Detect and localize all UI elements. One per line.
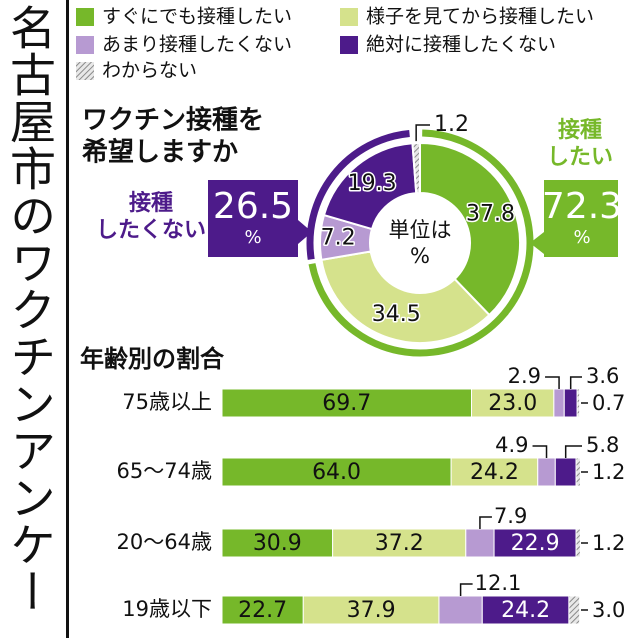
legend-swatch — [76, 36, 94, 54]
bar-leader-line — [479, 516, 492, 529]
legend-label: すぐにでも接種したい — [102, 6, 292, 28]
bar-category-label: 20〜64歳 — [117, 530, 212, 554]
group-unit-refuse: % — [244, 227, 261, 248]
bar-value-label: 3.0 — [592, 598, 625, 622]
legend-swatch — [76, 62, 94, 80]
bar-leader-line — [532, 445, 548, 458]
bar-segment — [332, 528, 467, 558]
bar-value-label: 4.9 — [495, 433, 528, 457]
bar-segment — [450, 457, 539, 487]
group-label-refuse-2: したくない — [96, 218, 206, 243]
legend-label: 絶対に接種したくない — [366, 34, 556, 56]
bar-segment — [563, 388, 578, 418]
pie-value-label: 37.8 — [466, 202, 515, 227]
bar-segment — [465, 528, 495, 558]
pie-slice — [419, 141, 521, 317]
pie-value-label: 7.2 — [321, 225, 356, 250]
group-value-want: 72.3 — [542, 186, 622, 227]
bar-leader-line — [564, 445, 582, 458]
pie-value-label: 34.5 — [372, 302, 421, 327]
bar-segment — [553, 388, 565, 418]
bar-value-label: 37.9 — [347, 598, 396, 623]
bar-segment — [554, 457, 577, 487]
group-value-refuse: 26.5 — [213, 186, 293, 227]
bar-segment — [221, 388, 473, 418]
group-unit-want: % — [573, 227, 590, 248]
legend-label: あまり接種したくない — [102, 34, 292, 56]
pie-value-label: 19.3 — [348, 171, 397, 196]
bar-value-label: 69.7 — [322, 391, 371, 416]
pie-title-line1: ワクチン接種を — [82, 106, 264, 136]
group-box-refuse — [208, 180, 312, 257]
bar-value-label: 30.9 — [253, 531, 302, 556]
title-divider — [66, 0, 69, 638]
bar-segment — [221, 595, 304, 625]
bar-leader-line — [545, 376, 560, 389]
bar-value-label: 22.7 — [238, 598, 287, 623]
legend-label: 様子を見てから接種したい — [366, 6, 594, 28]
bar-category-label: 65〜74歳 — [117, 459, 212, 483]
group-box-want — [530, 180, 618, 257]
bar-value-label: 1.2 — [592, 531, 625, 555]
bar-value-label: 3.6 — [586, 364, 619, 388]
bar-value-label: 0.7 — [592, 391, 625, 415]
bar-leader-line — [459, 583, 473, 596]
donut-chart: ワクチン接種を希望しますか37.834.57.219.31.2単位は%接種したい… — [82, 106, 622, 357]
group-arc-refuse — [306, 130, 410, 260]
bar-chart-title: 年齢別の割合 — [80, 345, 225, 373]
legend-swatch — [76, 8, 94, 26]
bar-segment — [575, 528, 581, 558]
legend-swatch — [340, 8, 358, 26]
bar-segment — [568, 595, 581, 625]
bar-value-label: 24.2 — [501, 598, 550, 623]
bar-category-label: 19歳以下 — [122, 597, 212, 621]
bar-segment — [302, 595, 440, 625]
pie-center-unit: % — [410, 244, 430, 268]
pie-title-line2: 希望しますか — [82, 137, 238, 168]
group-label-want-1: 接種 — [558, 118, 602, 143]
bar-category-label: 75歳以上 — [122, 390, 212, 414]
bar-segment — [537, 457, 556, 487]
group-label-refuse-1: 接種 — [129, 191, 173, 216]
bar-value-label: 1.2 — [592, 460, 625, 484]
bar-value-label: 7.9 — [494, 504, 527, 528]
bar-value-label: 5.8 — [586, 433, 619, 457]
group-label-want-2: したい — [547, 145, 613, 170]
pie-slice — [411, 141, 421, 195]
pie-slice — [320, 250, 491, 344]
bar-segment — [576, 388, 581, 418]
bar-value-label: 24.2 — [470, 460, 519, 485]
group-arc-want — [308, 129, 534, 357]
pie-leader-line — [415, 124, 430, 142]
bar-value-label: 2.9 — [508, 364, 541, 388]
bar-value-label: 64.0 — [312, 460, 361, 485]
pie-center-label: 単位は — [389, 218, 452, 242]
stacked-bar-chart: 年齢別の割合 75歳以上 69.7 23.0 3.6 2.9 0.7 65〜74歳 64.0 24… — [80, 345, 625, 625]
vertical-title: 名古屋市のワクチンアンケート — [0, 4, 57, 615]
bar-value-label: 22.9 — [511, 531, 560, 556]
bar-value-label: 12.1 — [475, 571, 522, 595]
legend-swatch — [340, 36, 358, 54]
legend-label: わからない — [102, 60, 197, 82]
bar-segment — [438, 595, 483, 625]
bar-value-label: 23.0 — [488, 391, 537, 416]
bar-value-label: 37.2 — [375, 531, 424, 556]
bar-segment — [575, 457, 581, 487]
bar-leader-line — [569, 376, 582, 389]
